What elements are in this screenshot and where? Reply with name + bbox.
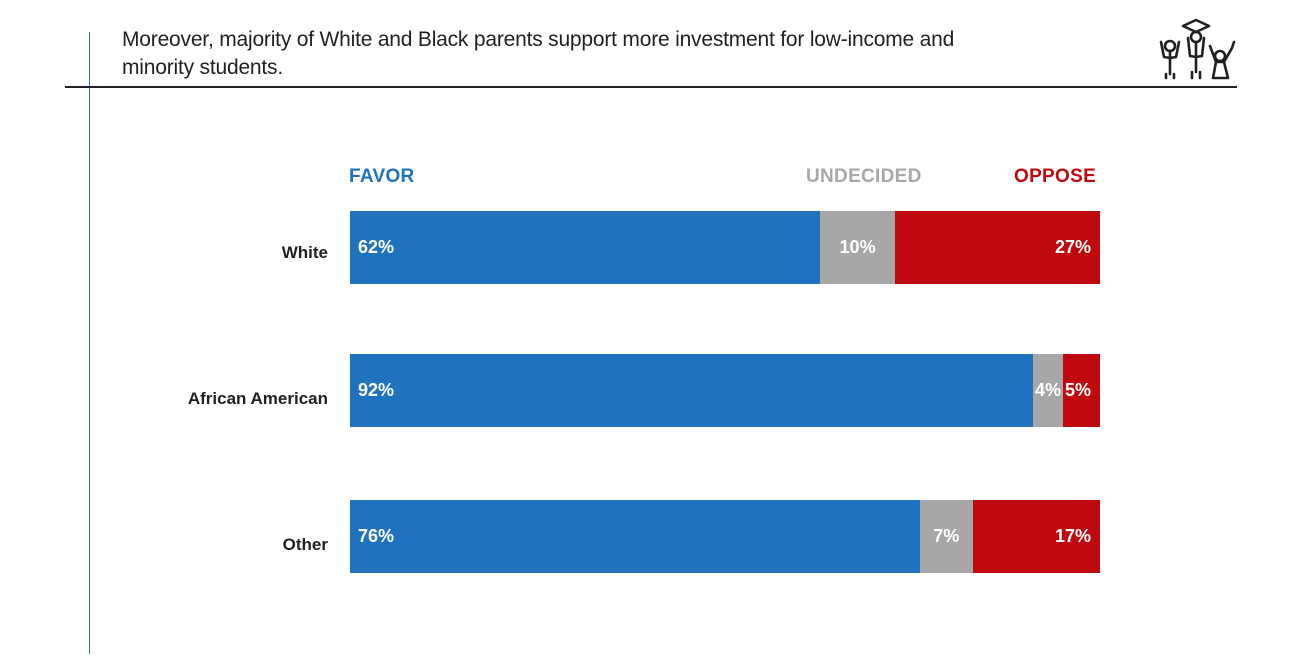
bar-segment-favor-white: 62% — [350, 211, 820, 284]
data-label-undecided-african-american: 4% — [1034, 380, 1061, 400]
category-label-african-american: African American — [187, 389, 328, 408]
bar-segment-oppose-other: 17% — [972, 500, 1100, 573]
bar-segment-favor-african-american: 92% — [350, 354, 1034, 427]
title-divider — [65, 86, 1237, 88]
data-label-favor-other: 76% — [358, 526, 395, 546]
data-label-favor-african-american: 92% — [358, 380, 395, 400]
left-accent-line — [89, 32, 90, 654]
bar-segment-oppose-african-american: 5% — [1062, 354, 1100, 427]
bar-segment-undecided-other: 7% — [920, 500, 973, 573]
chart-title: Moreover, majority of White and Black pa… — [122, 28, 955, 79]
data-label-undecided-other: 7% — [933, 526, 960, 546]
data-label-favor-white: 62% — [358, 237, 395, 257]
category-label-other: Other — [282, 535, 328, 554]
bar-white: 62% 10% 27% — [350, 211, 1100, 284]
bar-segment-oppose-white: 27% — [895, 211, 1100, 284]
data-label-oppose-white: 27% — [1054, 237, 1091, 257]
children-graduation-cap-icon — [1159, 18, 1236, 80]
bar-other: 76% 7% 17% — [350, 500, 1100, 573]
legend-undecided: UNDECIDED — [806, 166, 922, 187]
bar-segment-favor-other: 76% — [350, 500, 920, 573]
bar-african-american: 92% 4% 5% — [350, 354, 1100, 427]
data-label-oppose-african-american: 5% — [1064, 380, 1091, 400]
legend-favor: FAVOR — [349, 166, 415, 187]
data-label-undecided-white: 10% — [839, 237, 876, 257]
bar-segment-undecided-white: 10% — [819, 211, 896, 284]
legend-oppose: OPPOSE — [1014, 166, 1097, 187]
bar-segment-undecided-african-american: 4% — [1033, 354, 1063, 427]
category-label-white: White — [281, 243, 328, 262]
data-label-oppose-other: 17% — [1054, 526, 1091, 546]
